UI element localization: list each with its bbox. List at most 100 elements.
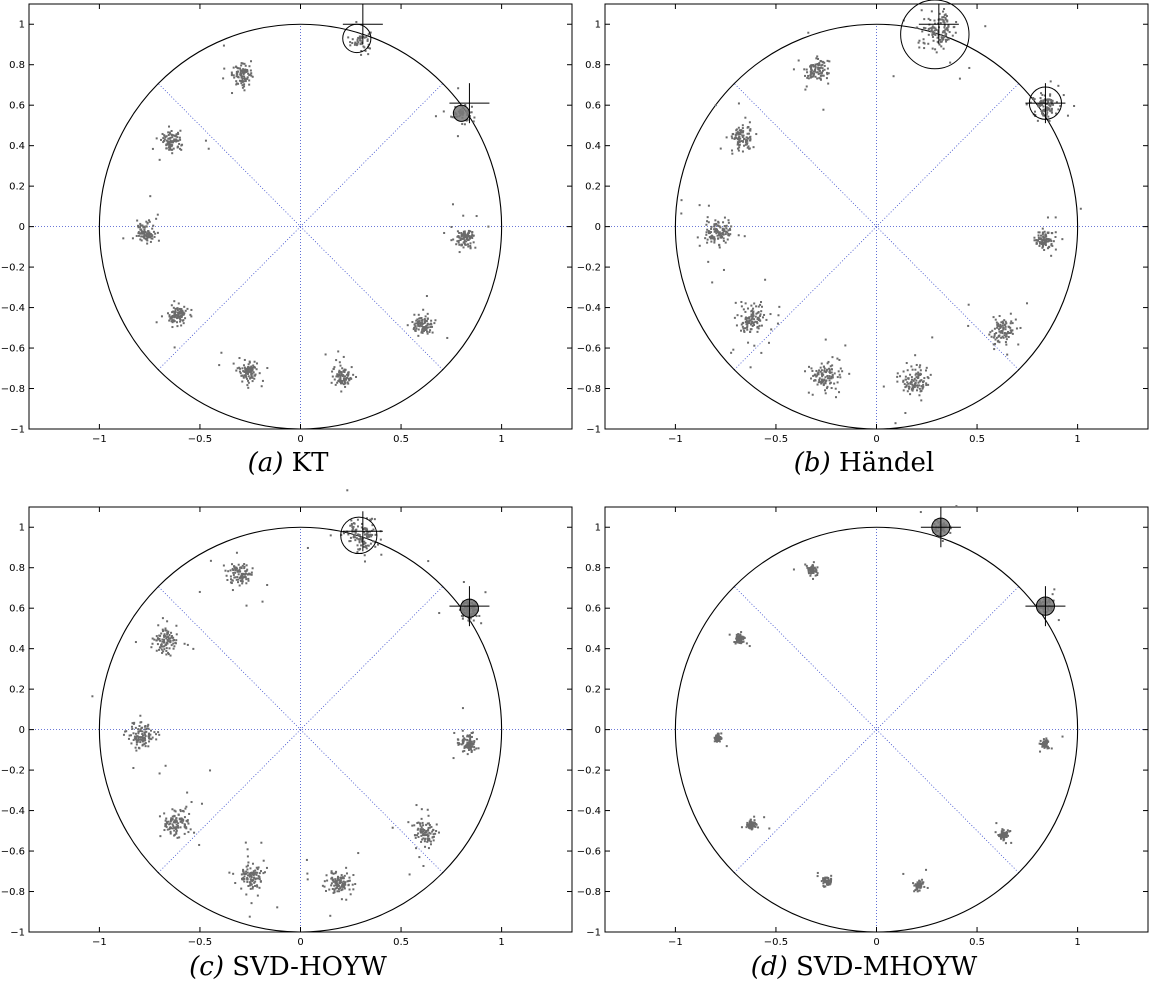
- data-point: [817, 57, 820, 60]
- data-point: [472, 743, 475, 746]
- data-point: [160, 643, 163, 646]
- data-point: [364, 49, 367, 52]
- data-point: [949, 531, 952, 534]
- data-point: [252, 870, 255, 873]
- data-point: [916, 881, 919, 884]
- data-point: [750, 826, 753, 829]
- data-point: [451, 116, 454, 119]
- data-point: [156, 213, 159, 216]
- data-point: [356, 39, 359, 42]
- data-point: [131, 237, 134, 240]
- data-point: [366, 39, 369, 42]
- data-point: [466, 738, 469, 741]
- data-point: [172, 147, 175, 150]
- data-point: [1032, 98, 1035, 101]
- data-point: [242, 870, 245, 873]
- data-point: [171, 152, 174, 155]
- data-point: [169, 146, 172, 149]
- y-tick-label: −1: [586, 425, 601, 436]
- data-point: [1044, 233, 1047, 236]
- data-point: [837, 370, 840, 373]
- data-point: [828, 879, 831, 882]
- data-point: [988, 333, 991, 336]
- data-point: [1049, 94, 1052, 97]
- data-point: [731, 133, 734, 136]
- data-point: [249, 867, 252, 870]
- data-point: [1002, 831, 1005, 834]
- data-point: [143, 236, 146, 239]
- data-point: [922, 26, 925, 29]
- data-point: [460, 237, 463, 240]
- data-point: [740, 305, 743, 308]
- data-point: [164, 629, 167, 632]
- data-point: [824, 389, 827, 392]
- data-point: [428, 824, 431, 827]
- data-point: [806, 76, 809, 79]
- data-point: [733, 316, 736, 319]
- data-point: [813, 72, 816, 75]
- data-point: [434, 115, 437, 118]
- data-point: [360, 526, 363, 529]
- data-point: [145, 225, 148, 228]
- data-point: [180, 315, 183, 318]
- data-point: [931, 35, 934, 38]
- data-point: [306, 872, 309, 875]
- data-point: [741, 150, 744, 153]
- data-point: [1042, 99, 1045, 102]
- data-point: [820, 74, 823, 77]
- data-point: [155, 738, 158, 741]
- data-point: [742, 134, 745, 137]
- data-point: [156, 637, 159, 640]
- data-point: [469, 230, 472, 233]
- data-point: [165, 649, 168, 652]
- data-point: [907, 385, 910, 388]
- data-point: [907, 377, 910, 380]
- data-point: [256, 894, 259, 897]
- data-point: [232, 66, 235, 69]
- data-point: [339, 887, 342, 890]
- data-point: [239, 73, 242, 76]
- data-point: [1005, 343, 1008, 346]
- data-point: [918, 366, 921, 369]
- data-point: [144, 735, 147, 738]
- data-point: [354, 539, 357, 542]
- data-point: [724, 241, 727, 244]
- data-point: [818, 380, 821, 383]
- data-point: [745, 642, 748, 645]
- x-tick-label: 0.5: [969, 434, 985, 445]
- data-point: [1050, 99, 1053, 102]
- data-point: [423, 322, 426, 325]
- data-point: [248, 915, 251, 918]
- data-point: [168, 131, 171, 134]
- data-point: [339, 879, 342, 882]
- data-point: [335, 375, 338, 378]
- data-point: [917, 376, 920, 379]
- cluster: [680, 199, 746, 284]
- cluster: [730, 278, 781, 369]
- data-point: [1007, 336, 1010, 339]
- data-point: [243, 85, 246, 88]
- data-point: [171, 815, 174, 818]
- data-point: [922, 881, 925, 884]
- data-point: [241, 62, 244, 65]
- scatter-plot-d: −1 −0.5 0 0.5 1−1−0.8−0.6−0.4−0.200.20.40.60…: [577, 505, 1149, 948]
- data-point: [163, 645, 166, 648]
- data-point: [142, 739, 145, 742]
- data-point: [125, 730, 128, 733]
- data-point: [1007, 331, 1010, 334]
- caption-d: (d) SVD-MHOYW: [576, 952, 1152, 982]
- data-point: [252, 364, 255, 367]
- data-point: [822, 373, 825, 376]
- data-point: [826, 73, 829, 76]
- data-point: [714, 230, 717, 233]
- data-point: [259, 880, 262, 883]
- data-point: [813, 566, 816, 569]
- data-point: [920, 885, 923, 888]
- data-point: [247, 368, 250, 371]
- data-point: [162, 640, 165, 643]
- data-point: [751, 320, 754, 323]
- data-point: [1037, 105, 1040, 108]
- data-point: [1037, 239, 1040, 242]
- data-point: [743, 330, 746, 333]
- data-point: [825, 879, 828, 882]
